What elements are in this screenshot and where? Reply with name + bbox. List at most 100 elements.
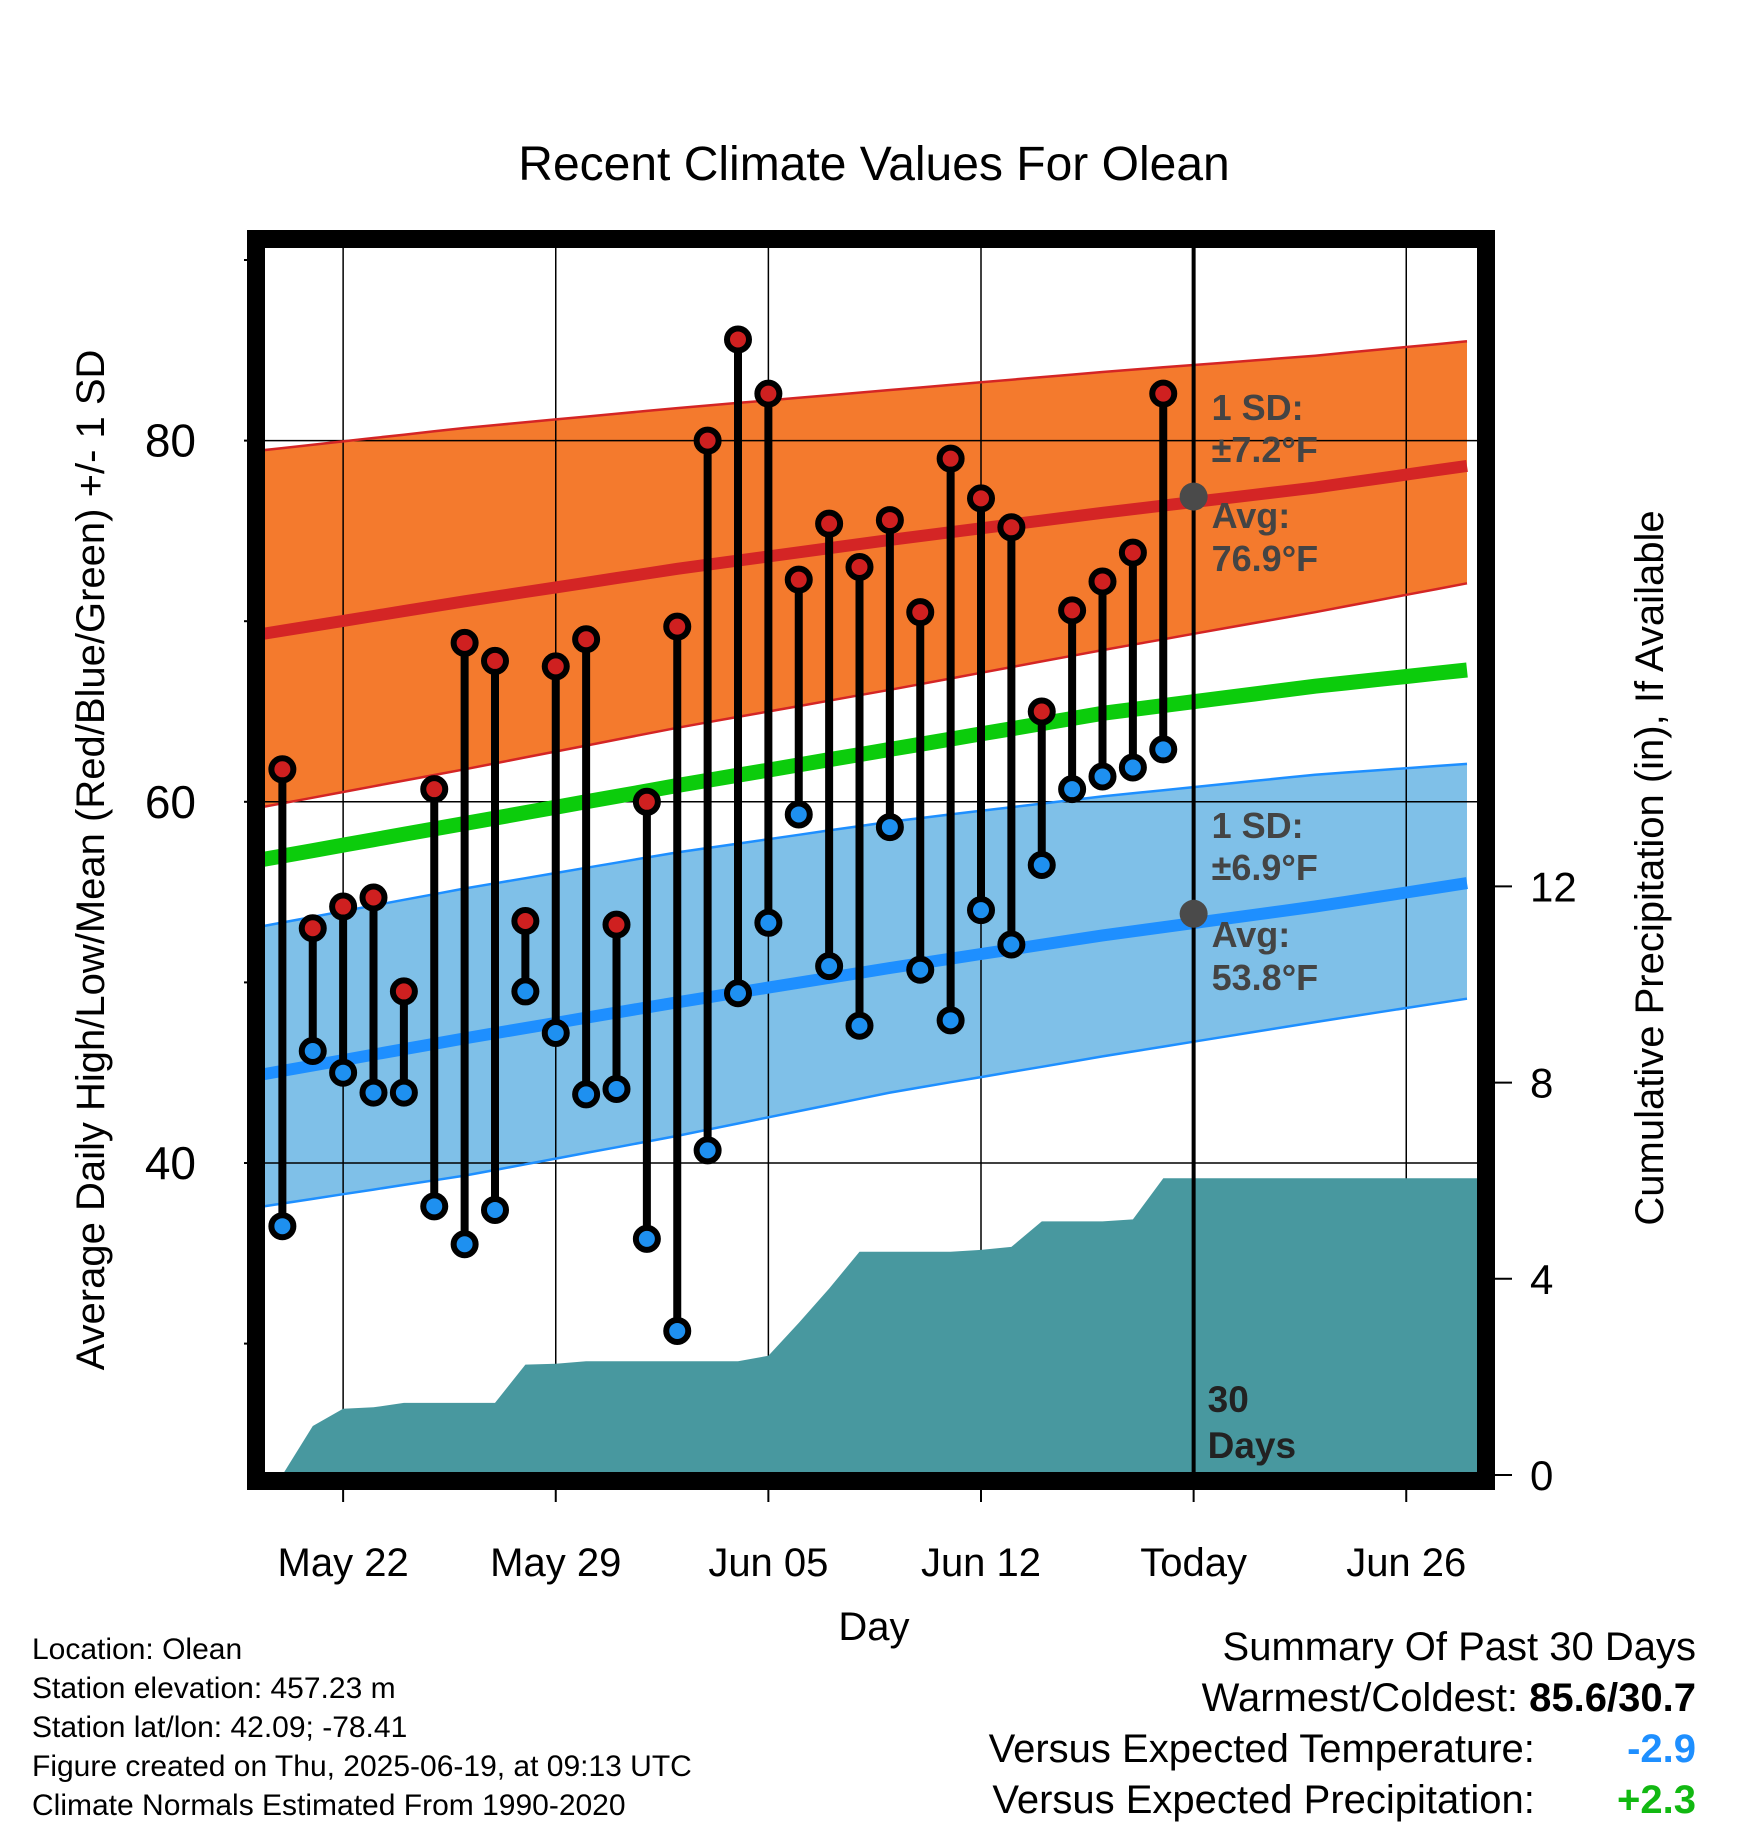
location-text: Location: Olean bbox=[32, 1633, 243, 1666]
high-point bbox=[754, 379, 783, 408]
low-point bbox=[572, 1080, 601, 1109]
low-point bbox=[1088, 762, 1117, 791]
high-point bbox=[541, 652, 570, 681]
x-tick-label: Jun 26 bbox=[1346, 1541, 1466, 1585]
high-point bbox=[815, 509, 844, 538]
high-point bbox=[572, 625, 601, 654]
summary-precip-row: Versus Expected Precipitation: +2.3 bbox=[989, 1775, 1696, 1826]
low-point bbox=[906, 955, 935, 984]
days-word-label: Days bbox=[1208, 1425, 1296, 1466]
high-normal-line bbox=[251, 459, 1468, 642]
low-point bbox=[815, 952, 844, 981]
low-point bbox=[1027, 851, 1056, 880]
high-point bbox=[1058, 596, 1087, 625]
y2-tick-label: 12 bbox=[1530, 863, 1577, 910]
daily-stems bbox=[268, 245, 1208, 1475]
high-point bbox=[329, 892, 358, 921]
low-point bbox=[268, 1212, 297, 1241]
precip-area-group bbox=[282, 1178, 1480, 1475]
high-point bbox=[936, 444, 965, 473]
high-sd-label: 1 SD: bbox=[1212, 387, 1304, 428]
high-point bbox=[359, 883, 388, 912]
y-tick-label: 80 bbox=[145, 415, 196, 467]
low-lower-edge bbox=[251, 997, 1468, 1210]
y2-tick-label: 0 bbox=[1530, 1452, 1553, 1499]
warmest-value: 85.6/30.7 bbox=[1529, 1676, 1696, 1720]
high-point bbox=[875, 506, 904, 535]
x-tick-label: Today bbox=[1140, 1541, 1247, 1585]
high-point bbox=[602, 910, 631, 939]
high-point bbox=[997, 513, 1026, 542]
station-info: Location: Olean Station elevation: 457.2… bbox=[32, 1630, 692, 1825]
low-point bbox=[997, 930, 1026, 959]
low-point bbox=[511, 977, 540, 1006]
high-point bbox=[1088, 567, 1117, 596]
high-point bbox=[906, 598, 935, 627]
precip-departure-label: Versus Expected Precipitation: bbox=[992, 1778, 1535, 1822]
low-point bbox=[784, 800, 813, 829]
y2-axis-label: Cumulative Precipitation (in), If Availa… bbox=[1628, 510, 1672, 1225]
summary-panel: Summary Of Past 30 Days Warmest/Coldest:… bbox=[989, 1622, 1696, 1826]
low-point bbox=[329, 1058, 358, 1087]
high-sd-value: ±7.2°F bbox=[1212, 429, 1318, 470]
low-point bbox=[1149, 735, 1178, 764]
today-low-avg-marker bbox=[1179, 899, 1208, 928]
low-sd-label: 1 SD: bbox=[1212, 805, 1304, 846]
x-tick-label: Jun 12 bbox=[921, 1541, 1041, 1585]
high-point bbox=[967, 484, 995, 513]
low-point bbox=[875, 813, 904, 842]
chart-text: Recent Climate Values For Olean Day Averag… bbox=[69, 138, 1672, 1649]
chart-title: Recent Climate Values For Olean bbox=[518, 138, 1229, 191]
high-upper-edge bbox=[251, 340, 1468, 453]
low-point bbox=[1118, 753, 1147, 782]
low-point bbox=[450, 1230, 479, 1259]
high-point bbox=[268, 755, 297, 784]
low-point bbox=[1058, 775, 1087, 804]
low-point bbox=[541, 1018, 570, 1047]
high-point bbox=[845, 553, 874, 582]
y-tick-label: 40 bbox=[145, 1137, 196, 1189]
low-point bbox=[754, 908, 783, 937]
high-point bbox=[481, 646, 509, 675]
plot-frame-group bbox=[247, 230, 1495, 1490]
low-point bbox=[420, 1192, 449, 1221]
high-point bbox=[389, 977, 418, 1006]
high-point bbox=[784, 565, 813, 594]
high-avg-value: 76.9°F bbox=[1212, 538, 1318, 579]
low-avg-label: Avg: bbox=[1212, 914, 1291, 955]
high-point bbox=[724, 325, 752, 354]
y-tick-label: 60 bbox=[145, 776, 196, 828]
plot-frame bbox=[247, 230, 1495, 1490]
low-point bbox=[845, 1011, 874, 1040]
high-point bbox=[298, 914, 327, 943]
low-point bbox=[724, 979, 752, 1008]
high-point bbox=[1118, 538, 1147, 567]
high-point bbox=[450, 628, 479, 657]
high-point bbox=[420, 775, 449, 804]
low-point bbox=[359, 1078, 388, 1107]
low-point bbox=[389, 1078, 418, 1107]
x-axis-label: Day bbox=[838, 1605, 909, 1649]
y2-tick-label: 4 bbox=[1530, 1256, 1553, 1303]
x-tick-label: May 29 bbox=[490, 1541, 621, 1585]
elevation-text: Station elevation: 457.23 m bbox=[32, 1672, 396, 1705]
low-avg-value: 53.8°F bbox=[1212, 957, 1318, 998]
low-sd-value: ±6.9°F bbox=[1212, 847, 1318, 888]
high-point bbox=[663, 612, 692, 641]
summary-warmest-row: Warmest/Coldest: 85.6/30.7 bbox=[989, 1673, 1696, 1724]
temp-departure-value: -2.9 bbox=[1627, 1727, 1696, 1771]
created-text: Figure created on Thu, 2025-06-19, at 09… bbox=[32, 1750, 692, 1783]
y2-tick-label: 8 bbox=[1530, 1060, 1553, 1107]
summary-temp-row: Versus Expected Temperature: -2.9 bbox=[989, 1724, 1696, 1775]
x-tick-label: May 22 bbox=[278, 1541, 409, 1585]
days-number-label: 30 bbox=[1208, 1379, 1249, 1420]
x-tick-label: Jun 05 bbox=[708, 1541, 828, 1585]
low-point bbox=[936, 1006, 965, 1035]
low-point bbox=[663, 1316, 692, 1345]
low-point bbox=[693, 1136, 722, 1165]
low-point bbox=[967, 896, 995, 925]
normals-text: Climate Normals Estimated From 1990-2020 bbox=[32, 1789, 626, 1822]
high-point bbox=[632, 787, 661, 816]
temp-departure-label: Versus Expected Temperature: bbox=[988, 1727, 1535, 1771]
